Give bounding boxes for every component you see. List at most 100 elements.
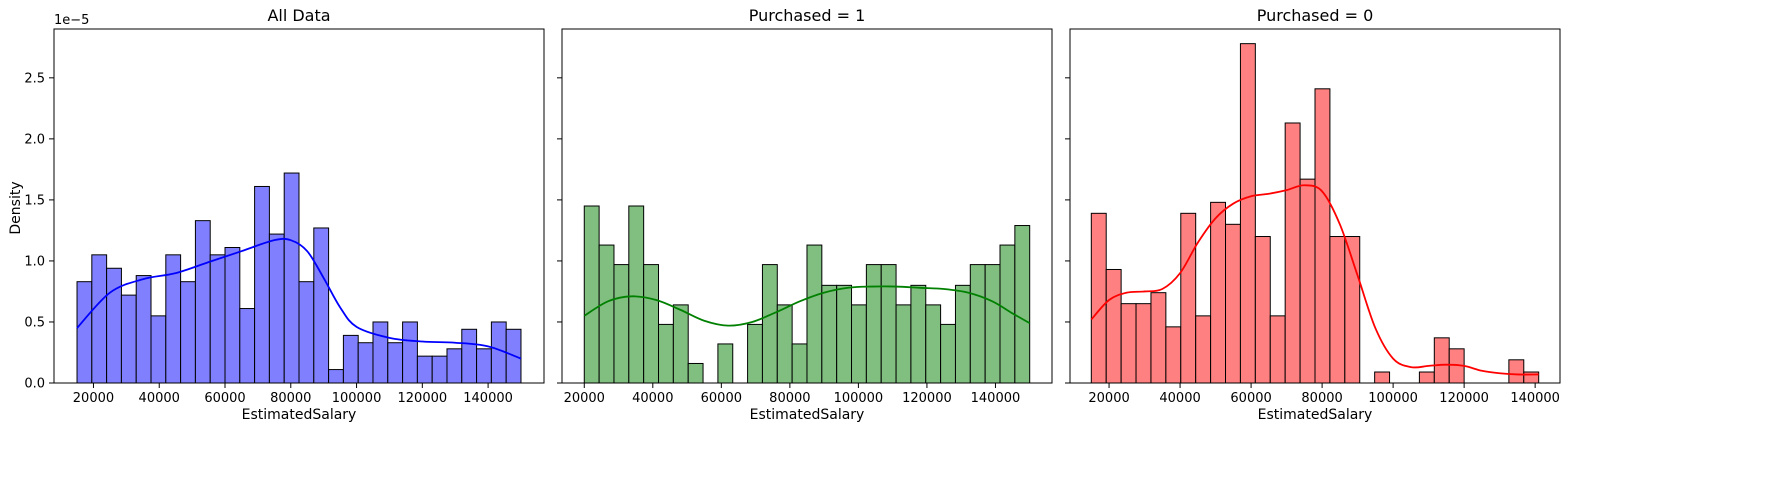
histogram-bar — [1269, 315, 1286, 384]
x-tick-label: 80000 — [270, 391, 311, 406]
histogram-bar — [925, 304, 942, 384]
histogram-bar — [1239, 43, 1256, 384]
axes-frame — [53, 28, 545, 384]
histogram-bar — [150, 315, 167, 384]
x-tick-label: 60000 — [204, 391, 245, 406]
x-tick-label: 100000 — [332, 391, 382, 406]
histogram-bar — [940, 323, 956, 384]
histogram-bar — [643, 264, 660, 384]
histogram-bar — [283, 172, 300, 384]
histogram-bar — [598, 244, 615, 384]
x-axis-title: EstimatedSalary — [1258, 407, 1373, 423]
histogram-bar — [254, 185, 270, 384]
histogram-bar — [1433, 337, 1450, 384]
histogram-bar — [106, 267, 122, 384]
histogram-panel-3: 20000 40000 60000 80000 100000 120000 140000 Es… — [1065, 6, 1561, 423]
x-axis-title: EstimatedSalary — [750, 407, 865, 423]
histogram-bar — [1284, 122, 1301, 384]
histogram-bar — [791, 343, 808, 384]
y-exponent-label: 1e−5 — [54, 13, 89, 28]
histogram-bar — [1210, 201, 1227, 384]
histogram-bar — [268, 233, 285, 384]
x-tick-label: 20000 — [1088, 391, 1129, 406]
histogram-bar — [1225, 223, 1241, 384]
histogram-bar — [180, 281, 196, 384]
panel-title: Purchased = 0 — [1257, 6, 1374, 25]
histogram-bar — [120, 294, 137, 384]
x-tick-label: 140000 — [971, 391, 1021, 406]
histogram-bar — [1195, 315, 1212, 384]
histogram-bar — [865, 264, 882, 384]
x-tick-label: 60000 — [1230, 391, 1271, 406]
histogram-bar — [1150, 292, 1167, 384]
x-tick-label: 100000 — [834, 391, 884, 406]
x-tick-label: 80000 — [769, 391, 810, 406]
histogram-bar — [431, 355, 448, 384]
axes-frame — [561, 28, 1053, 384]
y-tick-label: 1.5 — [24, 193, 45, 208]
histogram-bar — [761, 264, 778, 384]
histogram-bar — [209, 254, 226, 384]
histogram-bar — [313, 227, 330, 384]
x-tick-label: 120000 — [1439, 391, 1489, 406]
histogram-bar — [806, 244, 823, 384]
histogram-bar — [613, 264, 630, 384]
histogram-bar — [357, 342, 374, 384]
y-tick-label: 1.0 — [24, 254, 45, 269]
y-tick-label: 0.5 — [24, 315, 45, 330]
histogram-bar — [880, 264, 897, 384]
histogram-bar — [1165, 326, 1182, 384]
histogram-bar — [1418, 371, 1435, 384]
histogram-bar — [747, 323, 763, 384]
histogram-bar — [1299, 178, 1316, 384]
histogram-bar — [836, 284, 853, 384]
histogram-bar — [76, 281, 93, 384]
x-tick-label: 20000 — [564, 391, 605, 406]
x-tick-label: 80000 — [1301, 391, 1342, 406]
y-tick-label: 2.0 — [24, 132, 45, 147]
histogram-bar — [851, 304, 867, 384]
histogram-bar — [1508, 359, 1525, 384]
histogram-bar — [1180, 212, 1197, 384]
histogram-panel-1: 20000 40000 60000 80000 100000 120000 140000 0.… — [24, 6, 545, 423]
x-tick-label: 140000 — [1510, 391, 1560, 406]
histogram-bar — [461, 328, 478, 384]
x-tick-label: 40000 — [1159, 391, 1200, 406]
histogram-bar — [1329, 236, 1346, 384]
histogram-panel-2: 20000 40000 60000 80000 100000 120000 140000 Es… — [557, 6, 1053, 423]
histogram-bar — [776, 304, 793, 384]
histogram-bar — [1120, 303, 1137, 384]
panel-title: Purchased = 1 — [749, 6, 866, 25]
histogram-bar — [672, 304, 689, 384]
histogram-bar — [954, 284, 971, 384]
histogram-bar — [298, 281, 315, 384]
histogram-bar — [1014, 225, 1031, 384]
y-tick-label: 0.0 — [24, 377, 45, 392]
histogram-bar — [446, 348, 463, 384]
histogram-bar — [583, 205, 600, 384]
histogram-bar — [895, 304, 912, 384]
kde-curve — [1090, 184, 1539, 376]
histogram-bar — [910, 284, 927, 384]
histogram-bar — [239, 308, 256, 384]
histogram-bar — [402, 321, 418, 384]
histogram-bar — [628, 205, 645, 384]
histogram-bar — [984, 264, 1001, 384]
histogram-bar — [1254, 236, 1271, 384]
x-tick-label: 140000 — [463, 391, 513, 406]
histogram-bar — [194, 220, 211, 384]
x-tick-label: 120000 — [902, 391, 952, 406]
histogram-bar — [969, 264, 986, 384]
y-tick-label: 2.5 — [24, 71, 45, 86]
histogram-bar — [342, 334, 359, 384]
x-tick-label: 120000 — [398, 391, 448, 406]
histogram-bar — [717, 343, 734, 384]
x-axis-title: EstimatedSalary — [242, 407, 357, 423]
axes-frame — [1069, 28, 1561, 384]
histogram-bar — [328, 369, 344, 384]
histogram-bar — [1314, 88, 1331, 384]
kde-curve — [76, 237, 522, 360]
histogram-bar — [687, 362, 704, 384]
histogram-bar — [372, 321, 389, 384]
